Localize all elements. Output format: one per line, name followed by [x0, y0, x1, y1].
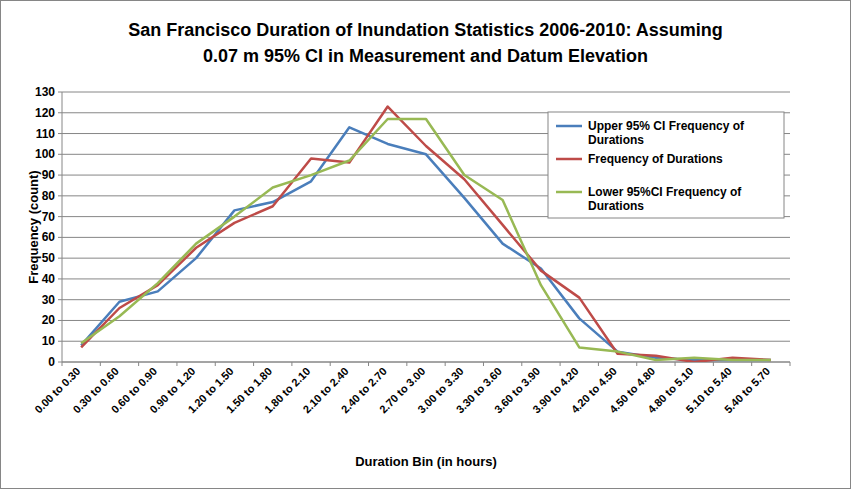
- x-tick: [253, 362, 254, 366]
- x-tick: [176, 362, 177, 366]
- legend-label-line: Frequency of Durations: [588, 152, 723, 166]
- grid-line: [62, 341, 790, 342]
- y-tick: [58, 258, 62, 259]
- y-tick: [58, 92, 62, 93]
- x-tick: [100, 362, 101, 366]
- grid-line: [62, 237, 790, 238]
- grid-line: [62, 92, 790, 93]
- y-tick: [58, 341, 62, 342]
- x-tick: [560, 362, 561, 366]
- y-tick-label: 110: [36, 127, 56, 141]
- x-tick: [62, 362, 63, 366]
- x-tick: [215, 362, 216, 366]
- x-tick: [445, 362, 446, 366]
- legend-swatch: [556, 158, 582, 161]
- x-tick: [521, 362, 522, 366]
- grid-line: [62, 362, 790, 363]
- x-tick: [368, 362, 369, 366]
- x-tick: [406, 362, 407, 366]
- y-tick-label: 90: [42, 168, 56, 182]
- x-tick: [330, 362, 331, 366]
- title-line: 0.07 m 95% CI in Measurement and Datum E…: [203, 46, 648, 66]
- x-tick: [675, 362, 676, 366]
- legend-label-line: Durations: [588, 133, 644, 147]
- legend-box: [548, 112, 784, 218]
- y-tick-label: 0: [48, 355, 55, 369]
- y-tick: [58, 320, 62, 321]
- y-tick-label: 30: [42, 293, 56, 307]
- y-tick-label: 130: [35, 85, 55, 99]
- y-tick-label: 100: [35, 147, 55, 161]
- y-tick: [58, 154, 62, 155]
- y-tick: [58, 195, 62, 196]
- series-line: [81, 127, 771, 360]
- grid-line: [62, 320, 790, 321]
- y-tick: [58, 133, 62, 134]
- x-tick: [138, 362, 139, 366]
- y-tick-label: 70: [42, 210, 56, 224]
- y-tick: [58, 237, 62, 238]
- chart-border: [1, 1, 851, 489]
- legend-swatch: [556, 125, 582, 128]
- y-tick-label: 20: [42, 313, 56, 327]
- legend-swatch: [556, 191, 582, 194]
- title: San Francisco Duration of Inundation Sta…: [128, 20, 722, 66]
- x-axis: [62, 362, 790, 363]
- chart: San Francisco Duration of Inundation Sta…: [0, 0, 851, 489]
- legend-label: Upper 95% CI Frequency ofDurations: [588, 119, 745, 147]
- y-axis-title: Frequency (count): [26, 170, 41, 283]
- legend-label-line: Lower 95%CI Frequency of: [588, 185, 742, 199]
- x-tick: [636, 362, 637, 366]
- x-tick: [598, 362, 599, 366]
- y-tick: [58, 299, 62, 300]
- y-tick: [58, 112, 62, 113]
- grid-line: [62, 258, 790, 259]
- x-axis-title: Duration Bin (in hours): [355, 454, 497, 469]
- y-axis: [62, 92, 63, 362]
- title-line: San Francisco Duration of Inundation Sta…: [128, 20, 722, 40]
- y-tick-label: 50: [42, 251, 56, 265]
- y-tick-label: 80: [42, 189, 56, 203]
- legend-label-line: Durations: [588, 199, 644, 213]
- y-tick-label: 120: [35, 106, 55, 120]
- grid-line: [62, 299, 790, 300]
- x-tick: [790, 362, 791, 366]
- legend-label: Frequency of Durations: [588, 152, 723, 166]
- y-tick: [58, 175, 62, 176]
- series-line: [81, 119, 771, 360]
- x-tick: [713, 362, 714, 366]
- y-tick-label: 60: [42, 230, 56, 244]
- x-tick-label: 5.40 to 5.70: [722, 365, 772, 415]
- x-tick: [483, 362, 484, 366]
- x-tick: [751, 362, 752, 366]
- x-tick: [291, 362, 292, 366]
- y-tick-label: 40: [42, 272, 56, 286]
- y-tick: [58, 216, 62, 217]
- y-tick: [58, 278, 62, 279]
- y-tick: [58, 362, 62, 363]
- legend-label: Lower 95%CI Frequency ofDurations: [588, 185, 742, 213]
- y-tick-label: 10: [42, 334, 56, 348]
- legend-label-line: Upper 95% CI Frequency of: [588, 119, 745, 133]
